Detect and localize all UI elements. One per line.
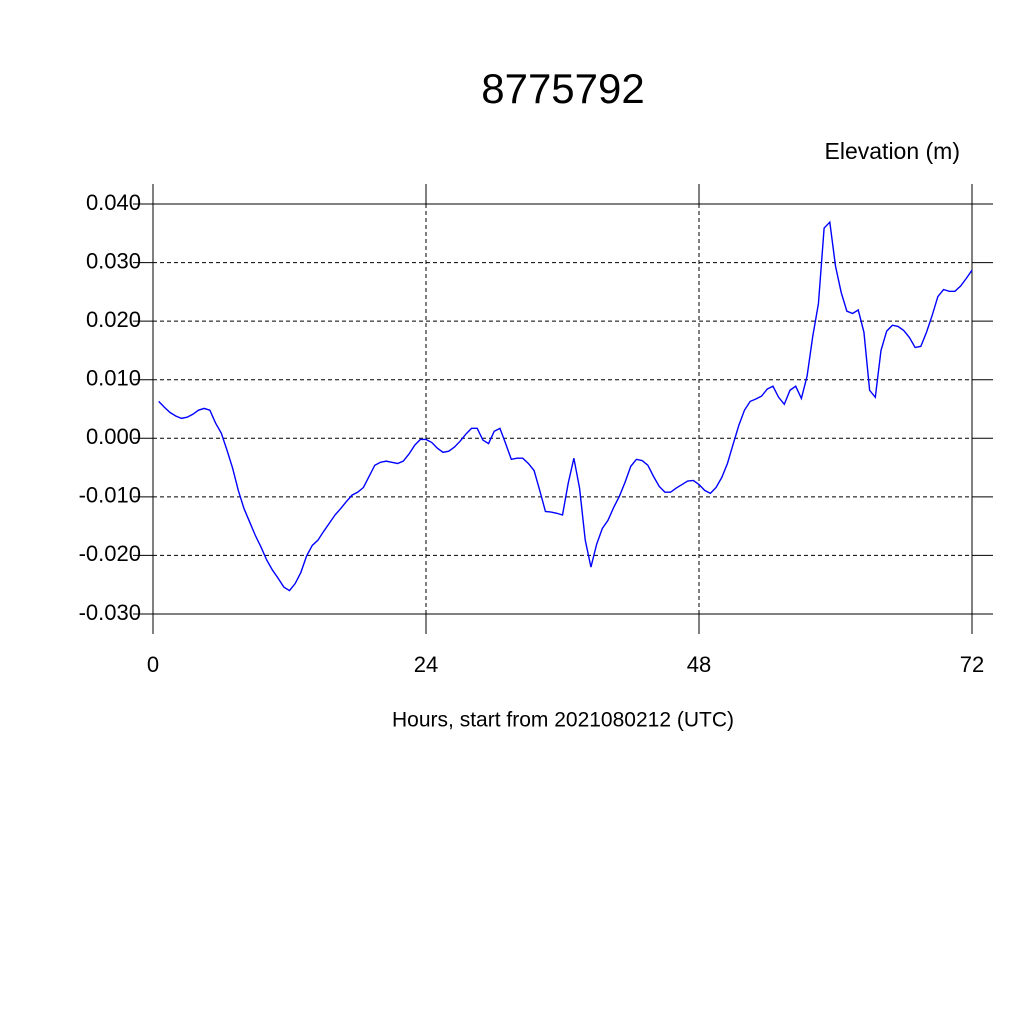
y-tick-label: 0.010	[86, 366, 141, 391]
y-tick-label: -0.010	[79, 483, 141, 508]
x-tick-label: 48	[687, 652, 711, 677]
x-axis-label: Hours, start from 2021080212 (UTC)	[392, 709, 734, 732]
plot-frame	[152, 203, 973, 615]
data-line	[158, 220, 973, 592]
y-tick-label: 0.040	[86, 190, 141, 215]
y-tick-label: -0.020	[79, 541, 141, 566]
x-tick-label: 72	[960, 652, 984, 677]
chart-title: 8775792	[481, 65, 645, 112]
y-tick-label: 0.030	[86, 248, 141, 273]
y-tick-label: 0.020	[86, 307, 141, 332]
x-tick-label: 0	[147, 652, 159, 677]
y-tick-label: -0.030	[79, 600, 141, 625]
chart-subtitle: Elevation (m)	[825, 138, 960, 164]
x-tick-label: 24	[414, 652, 438, 677]
y-tick-label: 0.000	[86, 424, 141, 449]
